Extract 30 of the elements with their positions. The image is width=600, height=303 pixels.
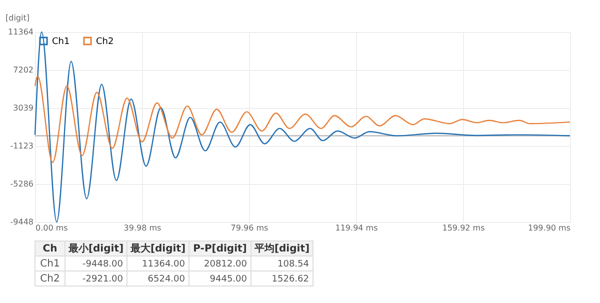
legend-label: Ch1: [52, 36, 70, 47]
text: Ch2: [40, 274, 60, 284]
text: 9445.00: [210, 274, 248, 284]
y-tick-label: 7202: [13, 65, 34, 74]
text: 1526.62: [272, 274, 309, 284]
text: 最小[digit]: [67, 242, 124, 254]
y-axis-title: [digit]: [6, 14, 30, 22]
text: 20812.00: [204, 260, 248, 270]
y-tick-label: -9448: [10, 218, 34, 226]
text: 6524.00: [148, 274, 186, 284]
text: Ch1: [40, 258, 60, 270]
text: -9448.00: [82, 260, 124, 270]
x-tick-label: 79.96 ms: [230, 224, 268, 232]
y-tick-label: 3039: [13, 104, 34, 112]
text: P-P[digit]: [193, 244, 247, 254]
text: Ch: [42, 244, 58, 254]
x-tick-label: 119.94 ms: [335, 224, 378, 232]
text: 11364.00: [142, 260, 186, 270]
y-tick-label: 11364: [8, 28, 34, 36]
y-tick-label: -5286: [10, 180, 34, 189]
text: -2921.00: [82, 274, 124, 284]
text: 平均[digit]: [253, 242, 310, 254]
x-tick-label: 0.00 ms: [36, 224, 68, 232]
legend-label: Ch2: [96, 36, 114, 47]
x-tick-label: 39.98 ms: [124, 224, 162, 232]
text: 108.54: [278, 260, 310, 270]
text: 最大[digit]: [129, 242, 186, 254]
x-tick-label: 199.90 ms: [528, 224, 570, 232]
x-tick-label: 159.92 ms: [442, 224, 485, 232]
y-tick-label: -1123: [10, 142, 34, 150]
